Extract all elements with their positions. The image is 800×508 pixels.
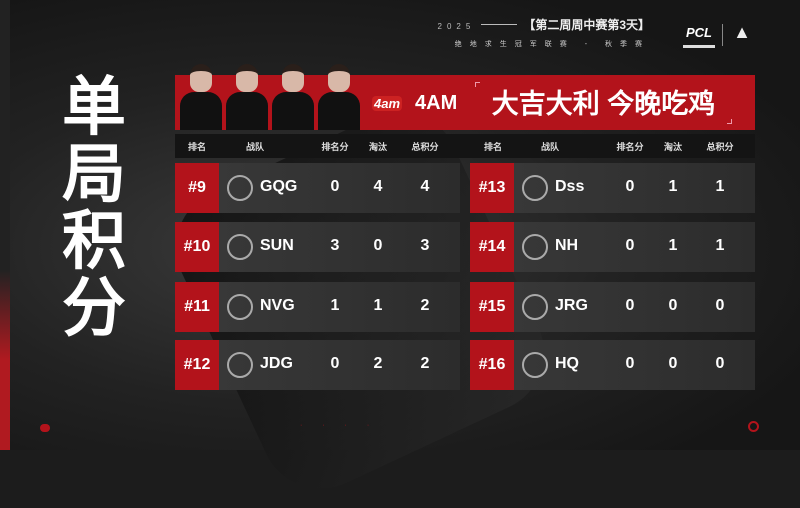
placement-points: 0 xyxy=(330,178,340,195)
logo-divider xyxy=(722,24,723,46)
player xyxy=(224,60,270,130)
stage-label: 【第二周周中赛第3天】 xyxy=(523,18,650,32)
kill-points: 0 xyxy=(668,355,678,372)
col-rank: 排名 xyxy=(187,142,207,152)
standings-row: #15 JRG 0 0 0 xyxy=(470,282,755,332)
total-points: 0 xyxy=(715,355,725,372)
standings-row: #10 SUN 3 0 3 xyxy=(175,222,460,272)
rank-badge: #15 xyxy=(470,282,514,332)
team-logo-icon xyxy=(227,234,253,260)
standings-row: #11 NVG 1 1 2 xyxy=(175,282,460,332)
team-name: NVG xyxy=(260,297,295,314)
col-total: 总积分 xyxy=(706,142,734,152)
kill-points: 1 xyxy=(373,297,383,314)
team-logo-icon xyxy=(522,234,548,260)
team-name: HQ xyxy=(555,355,579,372)
team-name: NH xyxy=(555,237,579,254)
team-logo-icon xyxy=(522,352,548,378)
team-name: Dss xyxy=(555,178,585,195)
total-points: 2 xyxy=(420,355,430,372)
placement-points: 1 xyxy=(330,297,340,314)
rank-badge: #9 xyxy=(175,163,219,213)
player xyxy=(270,60,316,130)
footer-slogan: · · · · xyxy=(300,422,379,429)
rank-badge: #14 xyxy=(470,222,514,272)
player xyxy=(316,60,362,130)
divider-line xyxy=(481,24,518,26)
team-logo-icon xyxy=(227,352,253,378)
team-logo-icon xyxy=(522,175,548,201)
standings-row: #13 Dss 0 1 1 xyxy=(470,163,755,213)
kill-points: 1 xyxy=(668,178,678,195)
team-name: GQG xyxy=(260,178,298,195)
standings-row: #9 GQG 0 4 4 xyxy=(175,163,460,213)
standings-row: #14 NH 0 1 1 xyxy=(470,222,755,272)
col-total: 总积分 xyxy=(411,142,439,152)
aorus-logo: ▲ xyxy=(733,22,751,42)
event-subtitle: 绝地求生冠军联赛 - 秋季赛 xyxy=(454,41,650,48)
player xyxy=(178,60,224,130)
col-team: 战队 xyxy=(540,142,560,152)
footer-logo-icon xyxy=(40,424,50,432)
total-points: 1 xyxy=(715,178,725,195)
placement-points: 0 xyxy=(625,297,635,314)
total-points: 3 xyxy=(420,237,430,254)
col-kills: 淘汰 xyxy=(368,142,388,152)
standings-row: #12 JDG 0 2 2 xyxy=(175,340,460,390)
winner-team-name: 4AM xyxy=(415,92,458,114)
placement-points: 0 xyxy=(330,355,340,372)
placement-points: 0 xyxy=(625,237,635,254)
placement-points: 3 xyxy=(330,237,340,254)
rank-badge: #12 xyxy=(175,340,219,390)
left-accent-bar xyxy=(0,0,10,450)
placement-points: 0 xyxy=(625,355,635,372)
winner-team-logo: 4am xyxy=(372,96,403,111)
team-name: SUN xyxy=(260,237,294,254)
standings-row: #16 HQ 0 0 0 xyxy=(470,340,755,390)
col-kills: 淘汰 xyxy=(663,142,683,152)
total-points: 0 xyxy=(715,297,725,314)
kill-points: 2 xyxy=(373,355,383,372)
winner-banner xyxy=(175,75,755,130)
kill-points: 4 xyxy=(373,178,383,195)
rank-badge: #16 xyxy=(470,340,514,390)
footer-target-icon xyxy=(748,421,759,432)
col-placement: 排名分 xyxy=(321,142,349,152)
team-name: JRG xyxy=(555,297,588,314)
team-players-photo xyxy=(178,60,368,130)
rank-badge: #11 xyxy=(175,282,219,332)
winner-slogan: 大吉大利 今晚吃鸡 xyxy=(475,82,732,124)
total-points: 2 xyxy=(420,297,430,314)
rank-badge: #10 xyxy=(175,222,219,272)
kill-points: 0 xyxy=(668,297,678,314)
col-placement: 排名分 xyxy=(616,142,644,152)
team-name: JDG xyxy=(260,355,293,372)
rank-badge: #13 xyxy=(470,163,514,213)
team-logo-icon xyxy=(227,175,253,201)
year: 2025 xyxy=(437,22,476,31)
team-logo-icon xyxy=(522,294,548,320)
kill-points: 0 xyxy=(373,237,383,254)
total-points: 4 xyxy=(420,178,430,195)
placement-points: 0 xyxy=(625,178,635,195)
table-header: 排名 战队 排名分 淘汰 总积分 排名 战队 排名分 淘汰 总积分 xyxy=(175,134,755,158)
event-info: 2025 【第二周周中赛第3天】 绝地求生冠军联赛 - 秋季赛 xyxy=(438,16,650,49)
team-logo-icon xyxy=(227,294,253,320)
kill-points: 1 xyxy=(668,237,678,254)
col-rank: 排名 xyxy=(483,142,503,152)
page-title: 单局积分 xyxy=(62,71,126,344)
total-points: 1 xyxy=(715,237,725,254)
pcl-logo: PCL xyxy=(683,22,715,48)
col-team: 战队 xyxy=(245,142,265,152)
